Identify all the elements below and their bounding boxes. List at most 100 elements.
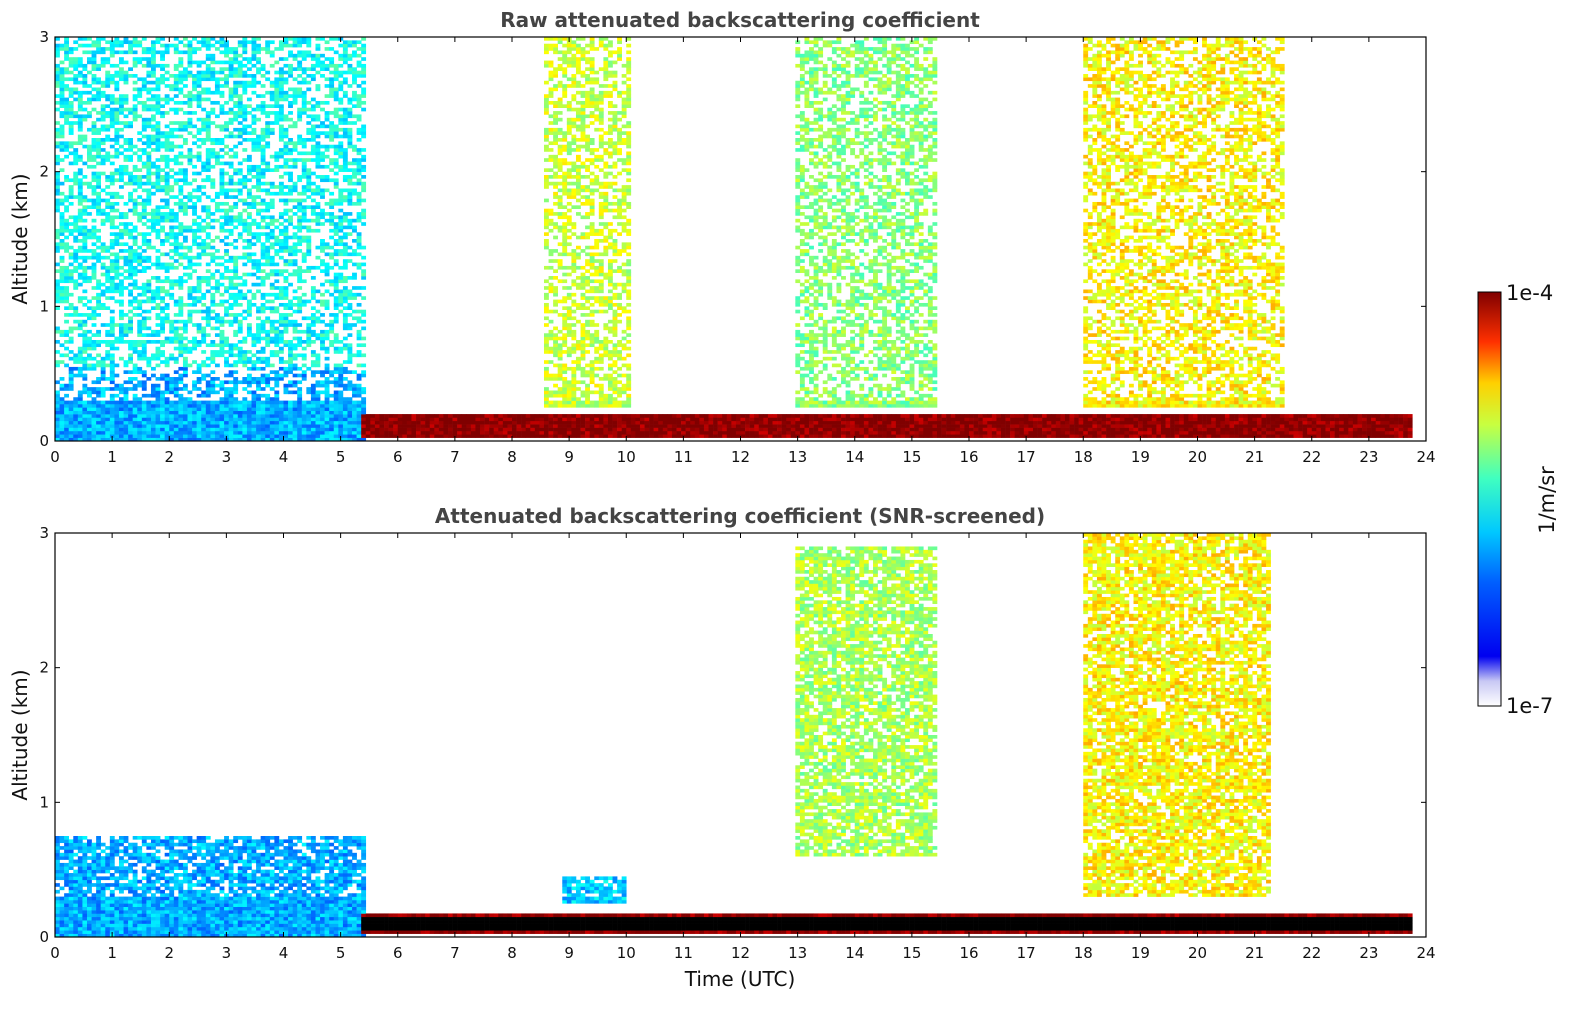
heatmap-cell (64, 67, 70, 71)
heatmap-cell (192, 346, 197, 351)
heatmap-cell (68, 104, 74, 108)
heatmap-cell (283, 225, 289, 230)
heatmap-cell (210, 111, 216, 115)
heatmap-cell (64, 387, 70, 391)
heatmap-cell (278, 346, 284, 351)
heatmap-cell (118, 309, 124, 314)
heatmap-cell (77, 272, 83, 277)
heatmap-cell (256, 276, 261, 280)
heatmap-cell (356, 363, 362, 368)
heatmap-cell (379, 430, 385, 435)
heatmap-cell (324, 434, 330, 438)
heatmap-cell (224, 47, 229, 51)
heatmap-cell (256, 282, 261, 287)
heatmap-cell (274, 370, 280, 374)
heatmap-cell (301, 111, 307, 115)
heatmap-cell (237, 430, 243, 435)
heatmap-cell (123, 420, 129, 425)
heatmap-cell (146, 309, 152, 314)
heatmap-cell (173, 127, 179, 132)
heatmap-cell (187, 430, 193, 435)
heatmap-cell (128, 171, 133, 176)
heatmap-cell (59, 67, 65, 71)
heatmap-cell (100, 84, 106, 88)
heatmap-cell (347, 313, 353, 317)
heatmap-cell (438, 434, 444, 438)
heatmap-cell (118, 340, 124, 344)
heatmap-cell (237, 437, 243, 442)
heatmap-cell (283, 242, 289, 247)
heatmap-cell (489, 434, 495, 438)
heatmap-cell (361, 212, 367, 216)
heatmap-cell (146, 434, 152, 438)
heatmap-cell (146, 414, 152, 418)
heatmap-cell (228, 343, 234, 348)
heatmap-cell (160, 50, 165, 55)
heatmap-cell (214, 353, 220, 358)
heatmap-cell (73, 265, 79, 270)
heatmap-cell (59, 286, 65, 290)
heatmap-cell (114, 208, 120, 213)
heatmap-cell (361, 74, 367, 78)
heatmap-cell (160, 205, 165, 209)
heatmap-cell (320, 100, 325, 105)
heatmap-cell (155, 158, 161, 162)
heatmap-cell (210, 387, 216, 391)
heatmap-cell (219, 141, 225, 146)
heatmap-cell (443, 414, 449, 418)
heatmap-cell (347, 350, 353, 354)
heatmap-cell (310, 313, 316, 317)
heatmap-cell (297, 272, 303, 277)
heatmap-cell (292, 94, 298, 98)
heatmap-cell (64, 340, 70, 344)
heatmap-cell (178, 188, 184, 193)
heatmap-cell (86, 249, 92, 253)
heatmap-cell (347, 100, 353, 105)
heatmap-cell (100, 434, 106, 438)
heatmap-cell (118, 299, 124, 304)
heatmap-cell (182, 205, 188, 209)
heatmap-cell (150, 276, 156, 280)
heatmap-cell (187, 161, 193, 166)
heatmap-cell (169, 134, 175, 139)
heatmap-cell (201, 37, 207, 41)
heatmap-cell (283, 235, 289, 240)
heatmap-cell (132, 397, 138, 401)
heatmap-cell (333, 302, 339, 307)
heatmap-cell (260, 181, 266, 186)
heatmap-cell (196, 340, 202, 344)
heatmap-cell (118, 329, 124, 334)
heatmap-cell (329, 323, 335, 327)
heatmap-cell (73, 195, 79, 199)
heatmap-cell (274, 114, 280, 119)
heatmap-cell (260, 84, 266, 88)
heatmap-cell (141, 346, 147, 351)
heatmap-cell (288, 175, 293, 179)
heatmap-cell (141, 417, 147, 422)
heatmap-cell (192, 417, 197, 422)
heatmap-cell (315, 390, 321, 395)
heatmap-cell (114, 323, 120, 327)
heatmap-cell (251, 218, 257, 223)
heatmap-cell (352, 191, 357, 196)
heatmap-cell (274, 191, 280, 196)
heatmap-cell (118, 121, 124, 125)
heatmap-cell (150, 306, 156, 310)
heatmap-cell (283, 302, 289, 307)
heatmap-cell (224, 195, 229, 199)
heatmap-cell (233, 313, 239, 317)
heatmap-cell (150, 390, 156, 395)
heatmap-cell (68, 350, 74, 354)
heatmap-cell (274, 90, 280, 95)
heatmap-cell (246, 164, 252, 169)
heatmap-cell (210, 377, 216, 381)
heatmap-cell (205, 90, 211, 95)
heatmap-cell (242, 80, 248, 85)
heatmap-cell (329, 121, 335, 125)
heatmap-cell (160, 158, 165, 162)
heatmap-cell (292, 181, 298, 186)
heatmap-cell (297, 151, 303, 156)
heatmap-cell (109, 232, 115, 236)
heatmap-cell (320, 282, 325, 287)
heatmap-cell (182, 235, 188, 240)
